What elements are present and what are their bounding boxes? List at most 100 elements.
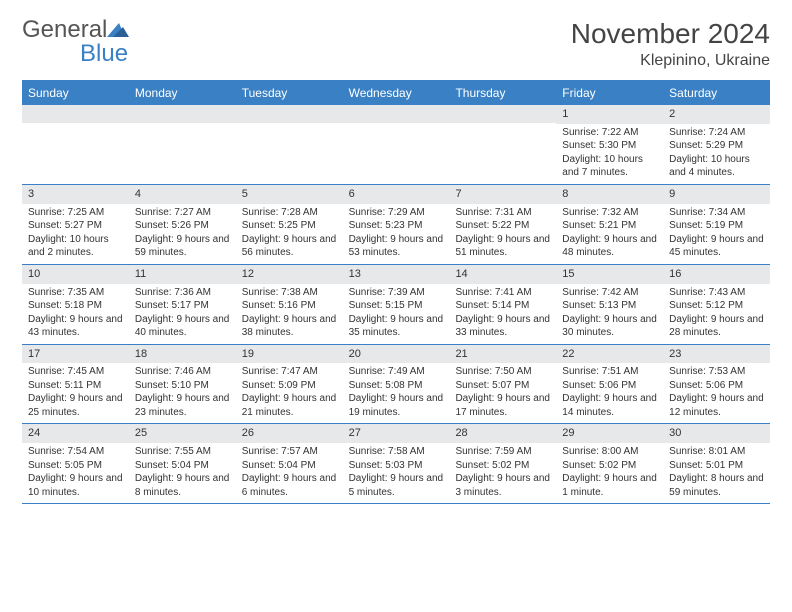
day-number: 3 bbox=[22, 185, 129, 204]
week-row: 10Sunrise: 7:35 AMSunset: 5:18 PMDayligh… bbox=[22, 265, 770, 345]
calendar-cell: 21Sunrise: 7:50 AMSunset: 5:07 PMDayligh… bbox=[449, 345, 556, 424]
week-row: 17Sunrise: 7:45 AMSunset: 5:11 PMDayligh… bbox=[22, 345, 770, 425]
calendar-cell: 4Sunrise: 7:27 AMSunset: 5:26 PMDaylight… bbox=[129, 185, 236, 264]
sunrise-text: Sunrise: 7:38 AM bbox=[242, 286, 337, 300]
calendar-cell: 16Sunrise: 7:43 AMSunset: 5:12 PMDayligh… bbox=[663, 265, 770, 344]
day-number: 29 bbox=[556, 424, 663, 443]
day-number: 28 bbox=[449, 424, 556, 443]
day-number: 26 bbox=[236, 424, 343, 443]
sunset-text: Sunset: 5:08 PM bbox=[349, 379, 444, 393]
cell-text: Sunrise: 7:49 AMSunset: 5:08 PMDaylight:… bbox=[343, 363, 450, 423]
daylight-text: Daylight: 9 hours and 53 minutes. bbox=[349, 233, 444, 260]
day-number: 14 bbox=[449, 265, 556, 284]
daylight-text: Daylight: 9 hours and 38 minutes. bbox=[242, 313, 337, 340]
daylight-text: Daylight: 9 hours and 35 minutes. bbox=[349, 313, 444, 340]
calendar-cell: 26Sunrise: 7:57 AMSunset: 5:04 PMDayligh… bbox=[236, 424, 343, 503]
sunrise-text: Sunrise: 7:58 AM bbox=[349, 445, 444, 459]
cell-text: Sunrise: 7:41 AMSunset: 5:14 PMDaylight:… bbox=[449, 284, 556, 344]
cell-text: Sunrise: 7:35 AMSunset: 5:18 PMDaylight:… bbox=[22, 284, 129, 344]
calendar: Sunday Monday Tuesday Wednesday Thursday… bbox=[22, 80, 770, 504]
sunset-text: Sunset: 5:09 PM bbox=[242, 379, 337, 393]
cell-text: Sunrise: 8:01 AMSunset: 5:01 PMDaylight:… bbox=[663, 443, 770, 503]
daylight-text: Daylight: 9 hours and 33 minutes. bbox=[455, 313, 550, 340]
cell-text: Sunrise: 7:34 AMSunset: 5:19 PMDaylight:… bbox=[663, 204, 770, 264]
cell-text: Sunrise: 7:24 AMSunset: 5:29 PMDaylight:… bbox=[663, 124, 770, 184]
sunrise-text: Sunrise: 7:22 AM bbox=[562, 126, 657, 140]
cell-text: Sunrise: 7:38 AMSunset: 5:16 PMDaylight:… bbox=[236, 284, 343, 344]
calendar-cell: 29Sunrise: 8:00 AMSunset: 5:02 PMDayligh… bbox=[556, 424, 663, 503]
sunset-text: Sunset: 5:29 PM bbox=[669, 139, 764, 153]
sunset-text: Sunset: 5:17 PM bbox=[135, 299, 230, 313]
daylight-text: Daylight: 9 hours and 6 minutes. bbox=[242, 472, 337, 499]
cell-text: Sunrise: 7:31 AMSunset: 5:22 PMDaylight:… bbox=[449, 204, 556, 264]
sunset-text: Sunset: 5:13 PM bbox=[562, 299, 657, 313]
sunrise-text: Sunrise: 7:50 AM bbox=[455, 365, 550, 379]
calendar-cell: 24Sunrise: 7:54 AMSunset: 5:05 PMDayligh… bbox=[22, 424, 129, 503]
week-row: 24Sunrise: 7:54 AMSunset: 5:05 PMDayligh… bbox=[22, 424, 770, 504]
logo-sail-icon bbox=[107, 21, 129, 37]
sunset-text: Sunset: 5:16 PM bbox=[242, 299, 337, 313]
title-block: November 2024 Klepinino, Ukraine bbox=[571, 18, 770, 70]
daylight-text: Daylight: 9 hours and 8 minutes. bbox=[135, 472, 230, 499]
cell-text: Sunrise: 8:00 AMSunset: 5:02 PMDaylight:… bbox=[556, 443, 663, 503]
day-number bbox=[129, 105, 236, 123]
cell-text: Sunrise: 7:50 AMSunset: 5:07 PMDaylight:… bbox=[449, 363, 556, 423]
page-title: November 2024 bbox=[571, 18, 770, 50]
sunrise-text: Sunrise: 7:39 AM bbox=[349, 286, 444, 300]
calendar-cell: 25Sunrise: 7:55 AMSunset: 5:04 PMDayligh… bbox=[129, 424, 236, 503]
cell-text: Sunrise: 7:39 AMSunset: 5:15 PMDaylight:… bbox=[343, 284, 450, 344]
day-header-row: Sunday Monday Tuesday Wednesday Thursday… bbox=[22, 81, 770, 105]
sunset-text: Sunset: 5:26 PM bbox=[135, 219, 230, 233]
daylight-text: Daylight: 9 hours and 3 minutes. bbox=[455, 472, 550, 499]
day-number: 25 bbox=[129, 424, 236, 443]
day-number bbox=[343, 105, 450, 123]
calendar-cell bbox=[22, 105, 129, 184]
calendar-cell bbox=[449, 105, 556, 184]
sunrise-text: Sunrise: 7:49 AM bbox=[349, 365, 444, 379]
sunset-text: Sunset: 5:07 PM bbox=[455, 379, 550, 393]
sunrise-text: Sunrise: 7:43 AM bbox=[669, 286, 764, 300]
calendar-cell: 22Sunrise: 7:51 AMSunset: 5:06 PMDayligh… bbox=[556, 345, 663, 424]
week-row: 3Sunrise: 7:25 AMSunset: 5:27 PMDaylight… bbox=[22, 185, 770, 265]
day-number: 21 bbox=[449, 345, 556, 364]
sunrise-text: Sunrise: 7:42 AM bbox=[562, 286, 657, 300]
sunrise-text: Sunrise: 7:45 AM bbox=[28, 365, 123, 379]
day-number: 23 bbox=[663, 345, 770, 364]
day-number: 22 bbox=[556, 345, 663, 364]
day-header-mon: Monday bbox=[129, 81, 236, 105]
day-number: 1 bbox=[556, 105, 663, 124]
cell-text: Sunrise: 7:51 AMSunset: 5:06 PMDaylight:… bbox=[556, 363, 663, 423]
calendar-cell: 11Sunrise: 7:36 AMSunset: 5:17 PMDayligh… bbox=[129, 265, 236, 344]
cell-text: Sunrise: 7:22 AMSunset: 5:30 PMDaylight:… bbox=[556, 124, 663, 184]
day-number: 7 bbox=[449, 185, 556, 204]
calendar-cell: 27Sunrise: 7:58 AMSunset: 5:03 PMDayligh… bbox=[343, 424, 450, 503]
cell-text: Sunrise: 7:25 AMSunset: 5:27 PMDaylight:… bbox=[22, 204, 129, 264]
daylight-text: Daylight: 9 hours and 21 minutes. bbox=[242, 392, 337, 419]
sunrise-text: Sunrise: 7:34 AM bbox=[669, 206, 764, 220]
calendar-cell: 7Sunrise: 7:31 AMSunset: 5:22 PMDaylight… bbox=[449, 185, 556, 264]
sunrise-text: Sunrise: 7:57 AM bbox=[242, 445, 337, 459]
cell-text: Sunrise: 7:55 AMSunset: 5:04 PMDaylight:… bbox=[129, 443, 236, 503]
cell-text: Sunrise: 7:57 AMSunset: 5:04 PMDaylight:… bbox=[236, 443, 343, 503]
day-number: 30 bbox=[663, 424, 770, 443]
cell-text: Sunrise: 7:53 AMSunset: 5:06 PMDaylight:… bbox=[663, 363, 770, 423]
daylight-text: Daylight: 9 hours and 19 minutes. bbox=[349, 392, 444, 419]
sunset-text: Sunset: 5:23 PM bbox=[349, 219, 444, 233]
day-number: 16 bbox=[663, 265, 770, 284]
day-number: 2 bbox=[663, 105, 770, 124]
day-number: 9 bbox=[663, 185, 770, 204]
daylight-text: Daylight: 9 hours and 40 minutes. bbox=[135, 313, 230, 340]
sunset-text: Sunset: 5:22 PM bbox=[455, 219, 550, 233]
sunset-text: Sunset: 5:12 PM bbox=[669, 299, 764, 313]
daylight-text: Daylight: 9 hours and 10 minutes. bbox=[28, 472, 123, 499]
sunrise-text: Sunrise: 8:01 AM bbox=[669, 445, 764, 459]
sunrise-text: Sunrise: 7:28 AM bbox=[242, 206, 337, 220]
cell-text: Sunrise: 7:46 AMSunset: 5:10 PMDaylight:… bbox=[129, 363, 236, 423]
cell-text: Sunrise: 7:32 AMSunset: 5:21 PMDaylight:… bbox=[556, 204, 663, 264]
calendar-cell: 1Sunrise: 7:22 AMSunset: 5:30 PMDaylight… bbox=[556, 105, 663, 184]
daylight-text: Daylight: 9 hours and 45 minutes. bbox=[669, 233, 764, 260]
cell-text: Sunrise: 7:28 AMSunset: 5:25 PMDaylight:… bbox=[236, 204, 343, 264]
sunrise-text: Sunrise: 7:53 AM bbox=[669, 365, 764, 379]
daylight-text: Daylight: 9 hours and 23 minutes. bbox=[135, 392, 230, 419]
cell-text: Sunrise: 7:58 AMSunset: 5:03 PMDaylight:… bbox=[343, 443, 450, 503]
